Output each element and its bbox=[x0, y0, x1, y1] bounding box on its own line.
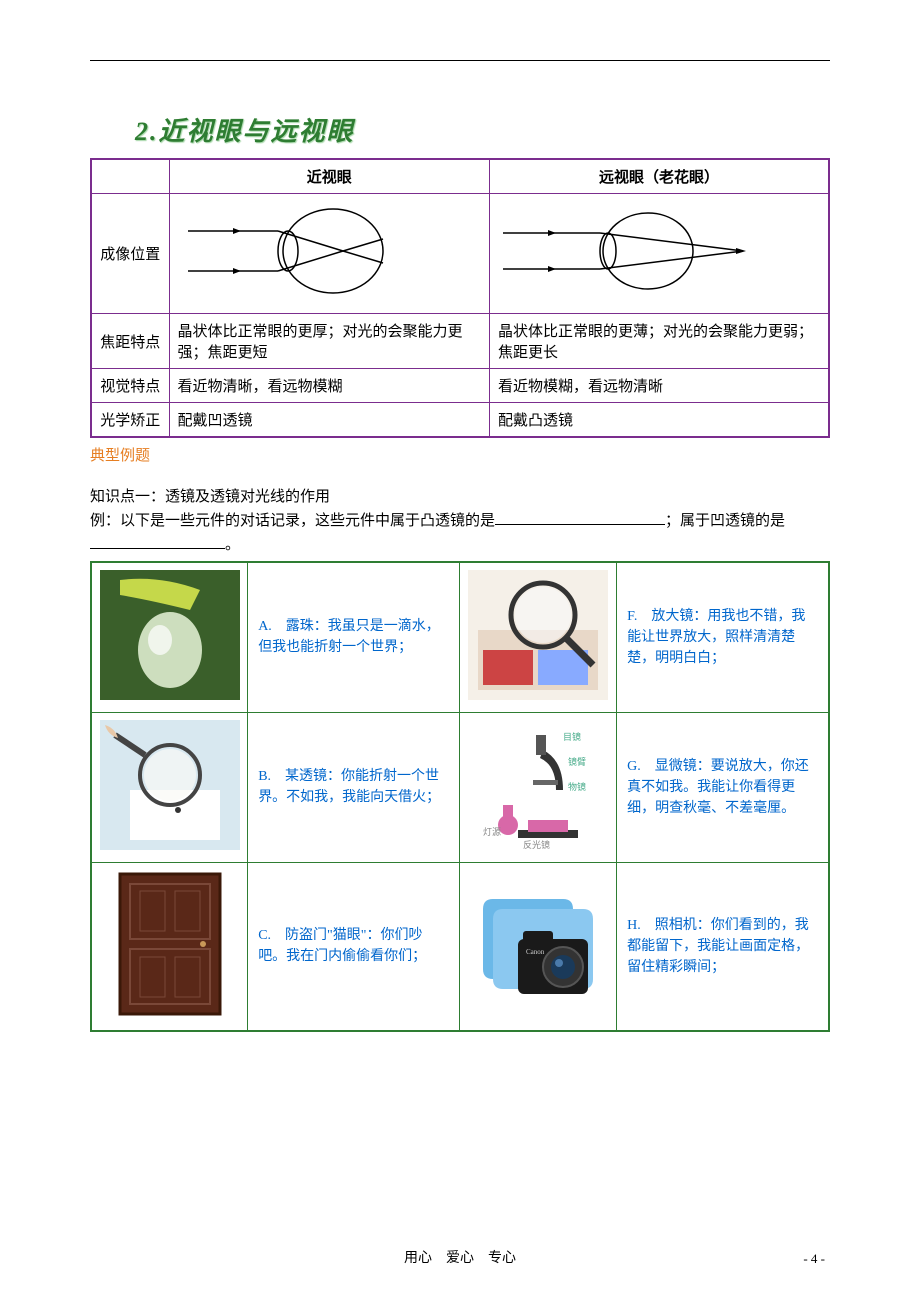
text-h: H. 照相机：你们看到的，我都能留下，我能让画面定格，留住精彩瞬间； bbox=[617, 862, 829, 1031]
img-microscope-cell: 目镜 镜臂 物镜 灯源 反光镜 bbox=[460, 712, 617, 862]
header-myopia: 近视眼 bbox=[169, 159, 490, 194]
correction-myopia: 配戴凹透镜 bbox=[169, 403, 490, 438]
lens-dialogue-table: A. 露珠：我虽只是一滴水，但我也能折射一个世界； F. 放大镜：用我也不错，我… bbox=[90, 561, 830, 1032]
table-row-focal: 焦距特点 晶状体比正常眼的更厚；对光的会聚能力更强；焦距更短 晶状体比正常眼的更… bbox=[91, 314, 829, 369]
blank-convex bbox=[495, 510, 665, 525]
row-label-correction: 光学矫正 bbox=[91, 403, 169, 438]
row-label-focal: 焦距特点 bbox=[91, 314, 169, 369]
myopia-diagram-cell bbox=[169, 194, 490, 314]
svg-text:镜臂: 镜臂 bbox=[568, 756, 586, 767]
img-fire-lens-cell bbox=[91, 712, 248, 862]
visual-hyperopia: 看近物模糊，看远物清晰 bbox=[490, 369, 829, 403]
focal-hyperopia: 晶状体比正常眼的更薄；对光的会聚能力更弱；焦距更长 bbox=[490, 314, 829, 369]
table-header-row: 近视眼 远视眼（老花眼） bbox=[91, 159, 829, 194]
vision-comparison-table: 近视眼 远视眼（老花眼） 成像位置 bbox=[90, 158, 830, 438]
correction-hyperopia: 配戴凸透镜 bbox=[490, 403, 829, 438]
lens-row-2: B. 某透镜：你能折射一个世界。不如我，我能向天借火； 目镜 镜臂 物镜 灯源 … bbox=[91, 712, 829, 862]
example-sep: ；属于凹透镜的是 bbox=[665, 513, 785, 529]
knowledge-section: 知识点一：透镜及透镜对光线的作用 例：以下是一些元件的对话记录，这些元件中属于凸… bbox=[90, 485, 830, 557]
text-a: A. 露珠：我虽只是一滴水，但我也能折射一个世界； bbox=[248, 562, 460, 712]
hyperopia-diagram-cell bbox=[490, 194, 829, 314]
subtitle-examples: 典型例题 bbox=[90, 444, 830, 465]
visual-myopia: 看近物清晰，看远物模糊 bbox=[169, 369, 490, 403]
svg-text:目镜: 目镜 bbox=[563, 731, 581, 742]
table-row-visual: 视觉特点 看近物清晰，看远物模糊 看近物模糊，看远物清晰 bbox=[91, 369, 829, 403]
magnifier-fire-icon bbox=[100, 720, 240, 850]
img-magnifier-news-cell bbox=[460, 562, 617, 712]
example-line: 例：以下是一些元件的对话记录，这些元件中属于凸透镜的是 ；属于凹透镜的是。 bbox=[90, 509, 830, 557]
img-camera-cell: Canon bbox=[460, 862, 617, 1031]
example-text-1: 例：以下是一些元件的对话记录，这些元件中属于凸透镜的是 bbox=[90, 513, 495, 529]
microscope-icon: 目镜 镜臂 物镜 灯源 反光镜 bbox=[468, 720, 608, 850]
top-divider bbox=[90, 60, 830, 61]
row-label-visual: 视觉特点 bbox=[91, 369, 169, 403]
water-droplet-icon bbox=[100, 570, 240, 700]
example-end: 。 bbox=[225, 537, 240, 553]
myopia-eye-diagram bbox=[178, 201, 398, 301]
focal-myopia: 晶状体比正常眼的更厚；对光的会聚能力更强；焦距更短 bbox=[169, 314, 490, 369]
svg-text:灯源: 灯源 bbox=[483, 827, 501, 837]
svg-text:Canon: Canon bbox=[526, 948, 545, 956]
knowledge-heading: 知识点一：透镜及透镜对光线的作用 bbox=[90, 485, 830, 509]
page-number: - 4 - bbox=[803, 1251, 825, 1267]
magnifying-glass-icon bbox=[468, 570, 608, 700]
img-droplet-cell bbox=[91, 562, 248, 712]
header-empty bbox=[91, 159, 169, 194]
text-c: C. 防盗门"猫眼"：你们吵吧。我在门内偷偷看你们； bbox=[248, 862, 460, 1031]
page-footer: 用心 爱心 专心 bbox=[0, 1247, 920, 1267]
img-door-cell bbox=[91, 862, 248, 1031]
text-g: G. 显微镜：要说放大，你还真不如我。我能让你看得更细，明查秋毫、不差毫厘。 bbox=[617, 712, 829, 862]
header-hyperopia: 远视眼（老花眼） bbox=[490, 159, 829, 194]
row-label-image-position: 成像位置 bbox=[91, 194, 169, 314]
blank-concave bbox=[90, 534, 225, 549]
camera-icon: Canon bbox=[468, 879, 608, 1009]
text-b: B. 某透镜：你能折射一个世界。不如我，我能向天借火； bbox=[248, 712, 460, 862]
security-door-icon bbox=[115, 869, 225, 1019]
lens-row-3: C. 防盗门"猫眼"：你们吵吧。我在门内偷偷看你们； Canon H. 照相机：… bbox=[91, 862, 829, 1031]
table-row-diagram: 成像位置 bbox=[91, 194, 829, 314]
text-f: F. 放大镜：用我也不错，我能让世界放大，照样清清楚楚，明明白白； bbox=[617, 562, 829, 712]
lens-row-1: A. 露珠：我虽只是一滴水，但我也能折射一个世界； F. 放大镜：用我也不错，我… bbox=[91, 562, 829, 712]
svg-text:物镜: 物镜 bbox=[568, 781, 586, 792]
section-title: 2.近视眼与远视眼 bbox=[135, 111, 830, 148]
svg-text:反光镜: 反光镜 bbox=[523, 839, 550, 850]
hyperopia-eye-diagram bbox=[498, 201, 758, 301]
table-row-correction: 光学矫正 配戴凹透镜 配戴凸透镜 bbox=[91, 403, 829, 438]
